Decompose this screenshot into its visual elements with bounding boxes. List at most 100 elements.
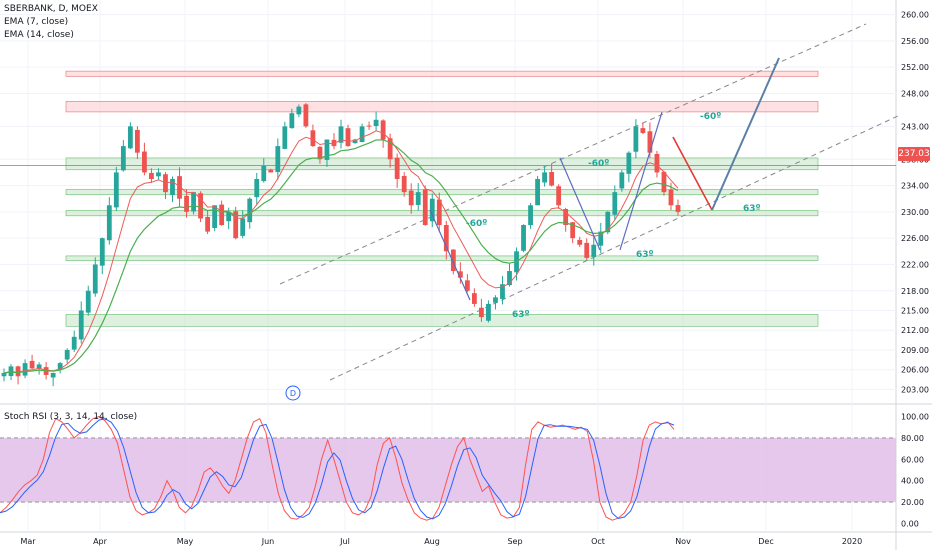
horizontal-zones	[0, 70, 896, 327]
candle-body	[177, 176, 182, 199]
candle-body	[633, 126, 639, 152]
candle-body	[212, 205, 218, 228]
candle-body	[57, 363, 63, 370]
time-tick-label: Jul	[339, 537, 350, 546]
candle-body	[577, 239, 583, 245]
candle-body	[408, 190, 414, 206]
candle-body	[450, 249, 456, 272]
candle-body	[282, 126, 288, 149]
time-tick-label: Mar	[20, 537, 36, 546]
candle-body	[149, 172, 154, 179]
ema-14-line	[3, 139, 679, 374]
candle-body	[296, 106, 302, 115]
candle-body	[331, 139, 337, 147]
angle-annotation: -60º	[700, 112, 721, 122]
stoch-tick-label: 100.00	[901, 413, 929, 422]
candle-body	[605, 211, 611, 233]
candle-body	[64, 349, 70, 360]
price-tick-label: 248.00	[901, 89, 929, 98]
candle-body	[556, 186, 562, 206]
projection-up-line	[711, 57, 780, 211]
candle-body	[422, 189, 428, 226]
candle-body	[303, 104, 309, 127]
last-price-badge: 237.03	[898, 147, 930, 161]
price-zone	[65, 189, 819, 196]
candle-body	[457, 271, 463, 278]
time-tick-label: Dec	[758, 537, 773, 546]
candle-body	[528, 205, 533, 226]
candle-body	[1, 372, 7, 377]
candle-body	[675, 205, 681, 212]
time-tick-label: Apr	[93, 537, 108, 546]
time-tick-label: Aug	[424, 537, 440, 546]
candle-body	[619, 172, 625, 189]
candle-body	[464, 280, 470, 291]
candle-body	[205, 216, 211, 232]
trend-channel	[279, 23, 901, 381]
price-tick-label: 209.00	[901, 346, 929, 355]
candle-body	[366, 125, 372, 127]
candle-body	[626, 152, 632, 174]
price-tick-label: 230.00	[901, 208, 929, 217]
candle-body	[436, 199, 442, 226]
candle-body	[134, 129, 140, 153]
candle-body	[471, 293, 477, 304]
candle-body	[549, 171, 555, 186]
candle-body	[415, 192, 421, 205]
stoch-tick-label: 60.00	[901, 455, 924, 464]
angle-annotation: -60º	[466, 219, 487, 229]
candle-body	[654, 153, 660, 173]
time-tick-label: 2020	[842, 537, 862, 546]
candle-body	[142, 151, 147, 173]
price-zone	[65, 255, 819, 261]
symbol-title: SBERBANK, D, MOEX	[4, 4, 98, 14]
swing-line	[429, 209, 471, 301]
legend-ema14: EMA (14, close)	[4, 30, 74, 40]
candle-body	[570, 222, 576, 239]
candle-body	[591, 244, 597, 257]
time-tick-label: May	[177, 537, 194, 546]
stoch-d-line	[0, 418, 675, 520]
stoch-k-line	[0, 416, 675, 521]
stoch-band	[0, 437, 896, 503]
candle-body	[247, 198, 253, 223]
candle-body	[521, 225, 526, 251]
candle-body	[542, 172, 548, 183]
price-tick-label: 215.00	[901, 307, 929, 316]
stoch-tick-label: 80.00	[901, 434, 924, 443]
candle-body	[338, 126, 344, 143]
candle-body	[198, 193, 203, 219]
candle-body	[85, 290, 91, 313]
projection-down-line	[672, 136, 713, 211]
candle-body	[170, 178, 175, 196]
candle-body	[394, 157, 400, 179]
candle-body	[92, 264, 98, 294]
price-tick-label: 260.00	[901, 11, 929, 20]
swing-line	[559, 157, 601, 251]
candle-body	[387, 138, 393, 160]
candle-body	[373, 119, 379, 127]
event-marker-label: D	[290, 389, 296, 398]
candle-body	[120, 146, 126, 171]
candle-body	[359, 126, 365, 143]
candle-body	[240, 218, 246, 236]
stoch-rsi-panel	[0, 416, 896, 521]
candle-body	[184, 195, 189, 212]
candle-body	[661, 171, 667, 193]
time-tick-label: Oct	[591, 537, 605, 546]
price-zone	[65, 101, 819, 113]
price-tick-label: 206.00	[901, 366, 929, 375]
legend-ema7: EMA (7, close)	[4, 17, 69, 27]
candle-body	[254, 178, 260, 198]
price-tick-label: 222.00	[901, 260, 929, 269]
candle-body	[71, 336, 77, 350]
candle-body	[310, 130, 316, 147]
angle-annotation: 63º	[743, 204, 761, 214]
candle-body	[191, 192, 196, 212]
stoch-tick-label: 20.00	[901, 498, 924, 507]
candle-body	[535, 178, 540, 206]
candle-body	[15, 366, 21, 377]
upper-trendline	[279, 23, 867, 285]
price-zone	[65, 210, 819, 217]
candle-body	[479, 307, 484, 318]
